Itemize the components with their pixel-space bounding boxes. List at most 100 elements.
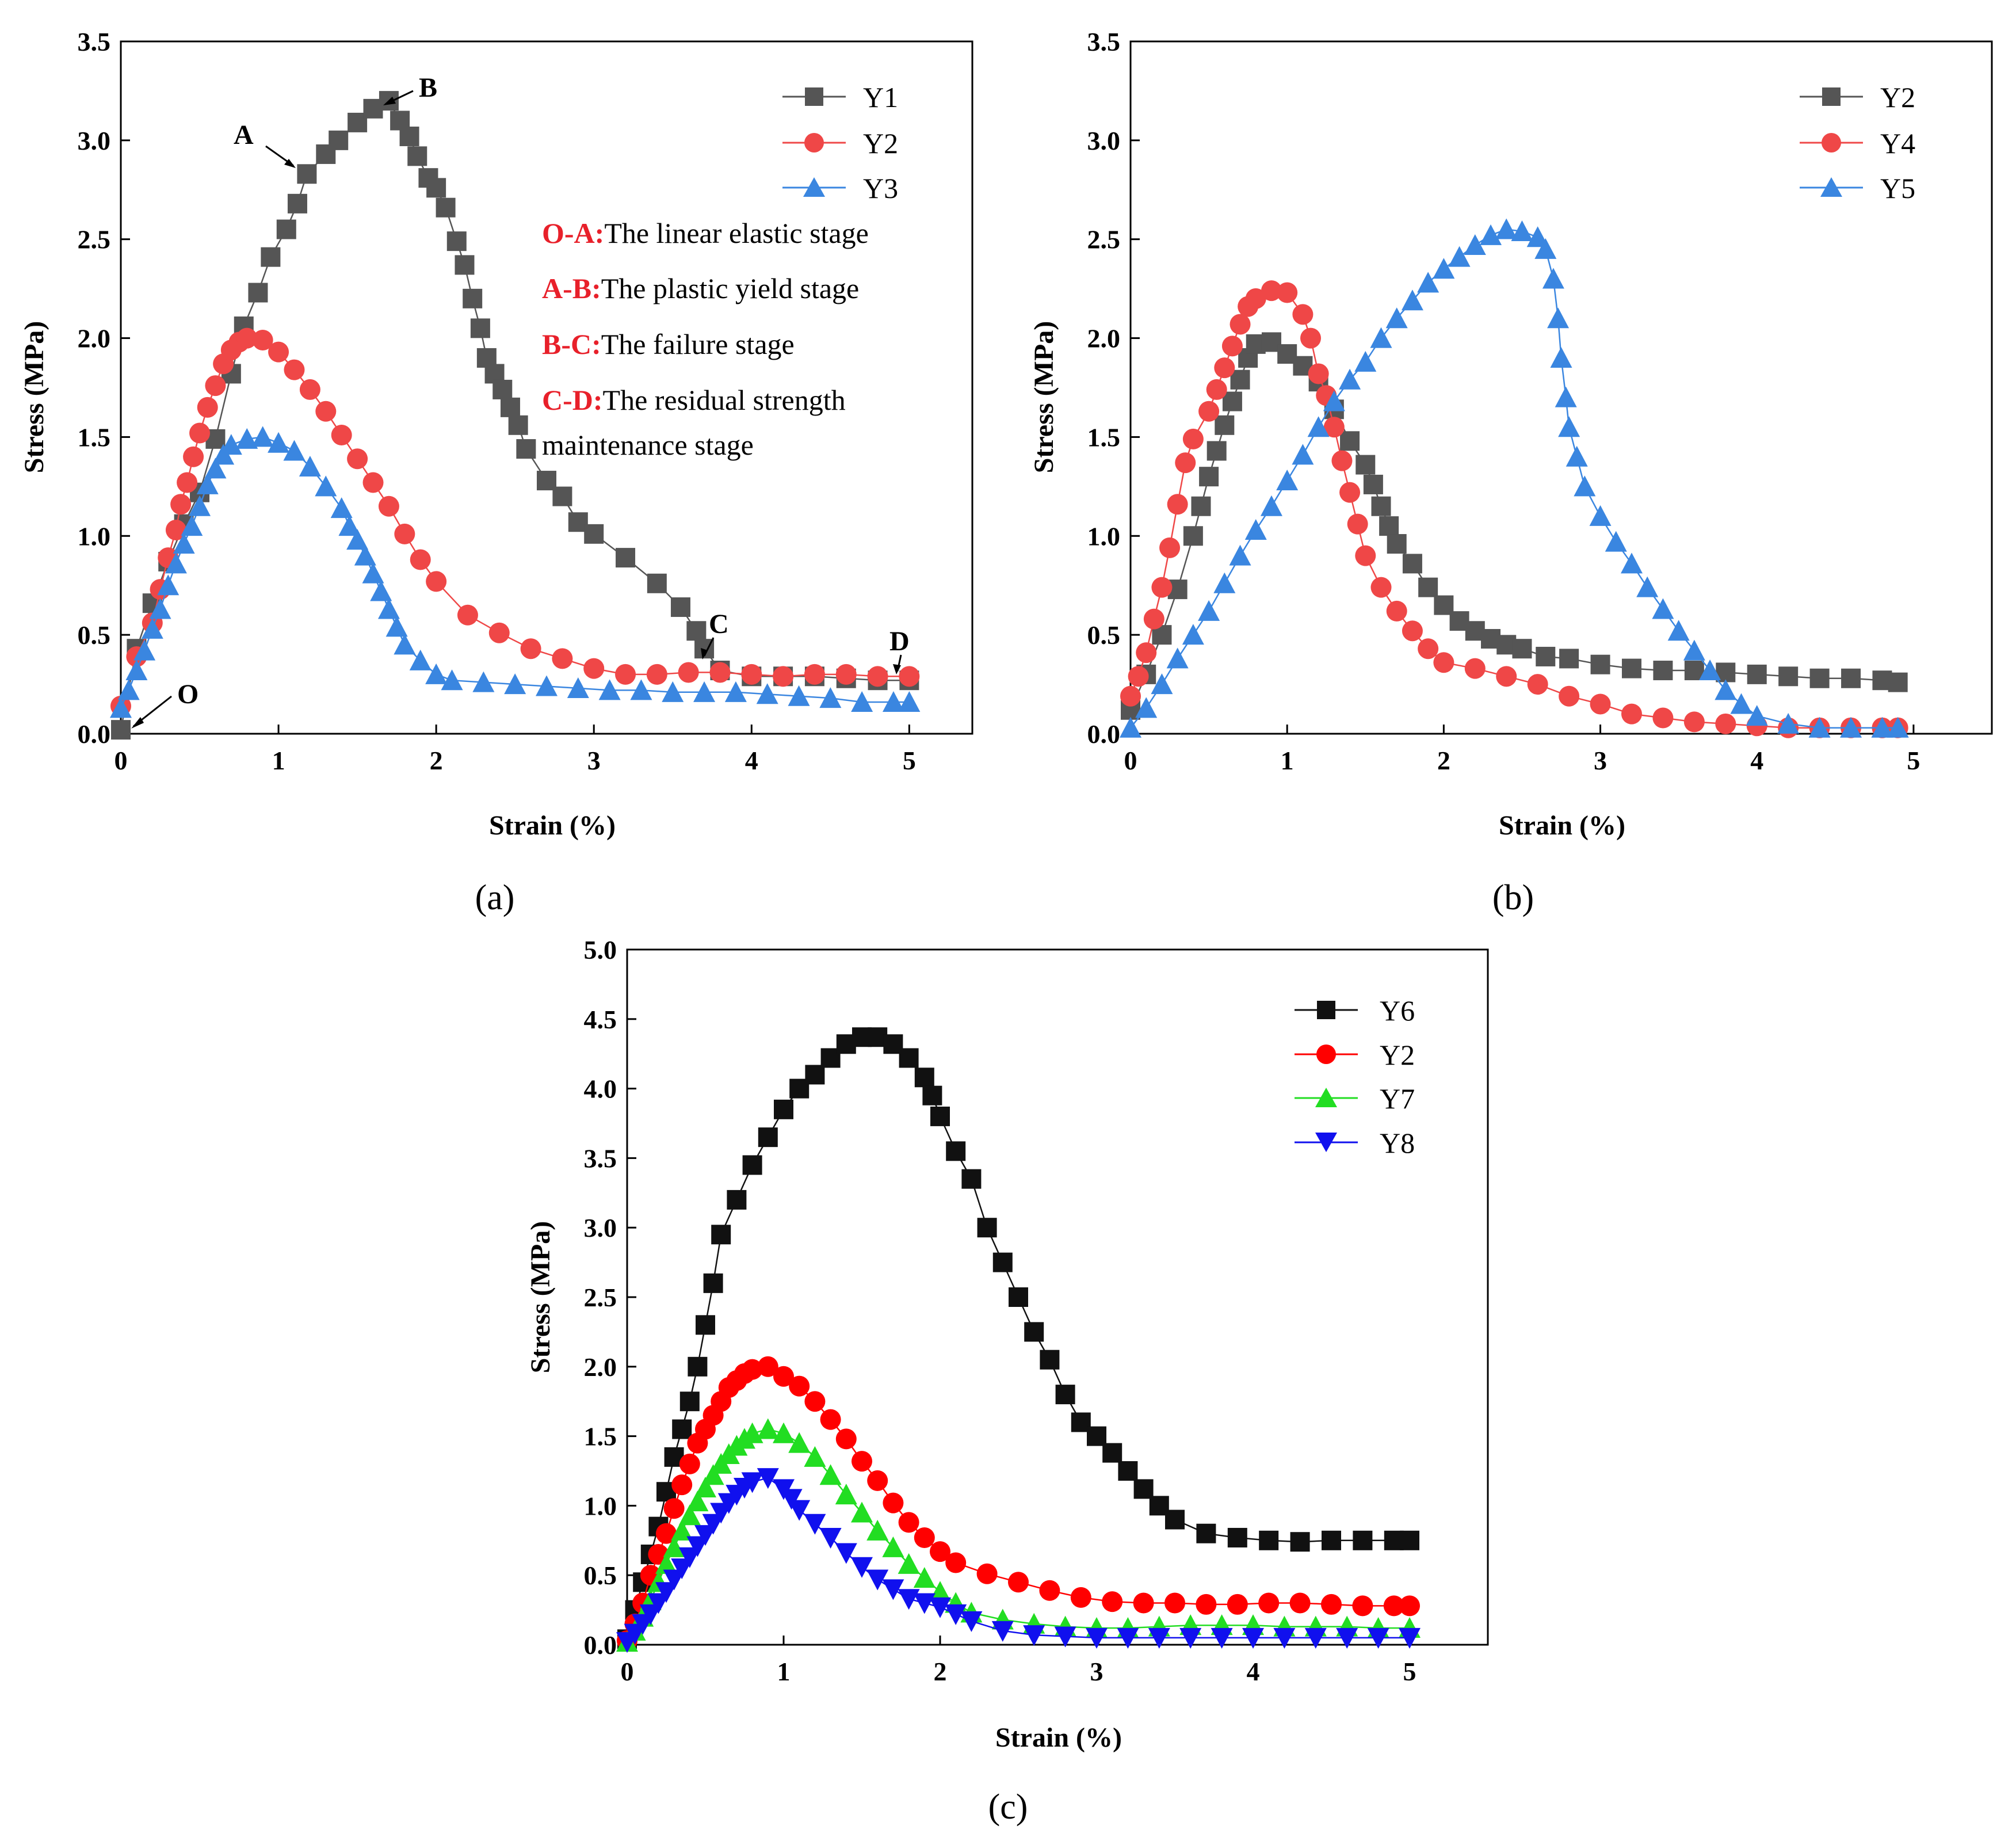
legend-item-b-y4: Y4 [1800, 127, 1915, 159]
data-point-a-y2-1-8 [183, 446, 204, 467]
stage-key-cd: C-D: [542, 384, 603, 416]
data-point-c-y2-1-30 [976, 1563, 998, 1584]
data-point-a-y2-1-11 [205, 375, 226, 397]
data-point-a-y3-2-10 [189, 495, 211, 516]
data-point-b-y4-1-37 [1621, 703, 1642, 725]
stage-key-oa: O-A: [542, 217, 604, 249]
chart-panel-c: 0 1 2 3 4 50.00.51.01.52.02.53.03.54.04.55.0 … [525, 935, 1489, 1827]
axis-ticks-c: 0 1 2 3 4 5 0.0 0.5 1.0 1.5 2.0 2.5 3.0 3.5 4.0 4.5 5.0 [584, 935, 1416, 1686]
data-point-a-y3-2-8 [173, 533, 195, 554]
y-tick-label-a-2: 1.0 [78, 521, 111, 551]
data-point-b-y4-1-9 [1198, 401, 1220, 422]
data-point-c-y8-3-34 [1054, 1626, 1076, 1648]
y-tick-label-a-0: 0.0 [78, 719, 111, 749]
legend-item-a-y2: Y2 [782, 127, 898, 159]
data-point-a-y1-0-32 [500, 397, 520, 417]
data-point-a-y1-0-25 [446, 231, 467, 251]
plot-frame-b [1129, 40, 1993, 735]
data-point-c-y6-0-25 [914, 1068, 934, 1088]
data-point-c-y2-1-19 [789, 1375, 810, 1397]
data-point-b-y2-0-41 [1809, 668, 1830, 688]
data-point-c-y6-0-48 [1353, 1530, 1373, 1550]
data-point-c-y6-0-43 [1196, 1523, 1216, 1543]
arrowhead-d [893, 664, 901, 674]
point-labels-a: O A B C D [131, 73, 910, 729]
data-point-c-y7-2-6 [663, 1536, 685, 1557]
data-point-a-y3-2-33 [472, 671, 495, 692]
data-point-b-y5-2-19 [1417, 272, 1440, 293]
y-tick-label-b-6: 3.0 [1087, 126, 1121, 155]
data-point-b-y4-1-35 [1559, 685, 1580, 707]
data-point-b-y5-2-2 [1151, 673, 1173, 695]
data-point-c-y6-0-26 [922, 1085, 942, 1106]
data-point-c-y7-2-17 [757, 1418, 779, 1439]
legend-label-a-y3: Y3 [863, 172, 898, 204]
x-tick-label-b-1: 1 [1281, 746, 1294, 775]
data-point-c-y6-0-34 [1040, 1350, 1060, 1370]
legend-marker-a-y2 [804, 133, 824, 153]
data-point-c-y6-0-28 [946, 1141, 966, 1161]
arrowhead-b [383, 97, 396, 105]
data-point-b-y5-2-50 [1887, 716, 1909, 738]
legend-c: Y6 Y2 Y7 Y8 [1295, 994, 1415, 1159]
data-point-c-y6-0-31 [992, 1252, 1013, 1272]
data-point-b-y5-2-49 [1871, 716, 1893, 738]
data-point-c-y8-3-17 [757, 1468, 779, 1489]
data-point-a-y3-2-37 [598, 679, 621, 700]
data-point-a-y1-0-41 [670, 597, 690, 617]
y-tick-label-b-0: 0.0 [1087, 719, 1121, 749]
y-tick-label-c-7: 3.5 [584, 1143, 617, 1173]
data-point-a-y3-2-24 [354, 544, 376, 566]
data-point-b-y2-0-44 [1888, 672, 1908, 692]
y-tick-label-a-5: 2.5 [78, 225, 111, 254]
data-point-a-y1-0-13 [297, 164, 317, 184]
arrowhead-c [701, 648, 708, 660]
data-point-c-y2-1-42 [1352, 1595, 1373, 1617]
data-point-c-y2-1-21 [820, 1409, 841, 1430]
data-point-b-y2-0-32 [1536, 646, 1556, 666]
stage-label-oa: O-A:The linear elastic stage [542, 217, 869, 249]
data-point-a-y1-0-10 [261, 247, 281, 267]
point-label-o: O [177, 679, 198, 710]
data-point-a-y3-2-22 [338, 515, 361, 536]
data-point-b-y4-1-39 [1683, 711, 1705, 733]
data-point-a-y1-0-31 [492, 379, 513, 399]
data-point-c-y2-1-24 [867, 1470, 888, 1491]
data-point-b-y5-2-39 [1652, 598, 1674, 619]
data-point-a-y3-2-4 [141, 617, 163, 639]
data-point-c-y7-2-8 [678, 1504, 701, 1526]
legend-item-c-y6: Y6 [1295, 994, 1415, 1027]
series-layer-b [1120, 218, 1909, 738]
data-point-b-y5-2-18 [1401, 289, 1423, 311]
data-point-b-y5-2-15 [1354, 350, 1377, 372]
data-point-a-y2-1-36 [709, 662, 731, 683]
data-point-b-y5-2-25 [1511, 220, 1533, 241]
data-point-a-y3-2-44 [819, 687, 842, 708]
data-point-c-y8-3-22 [819, 1527, 842, 1549]
data-point-c-y8-3-31 [960, 1611, 983, 1632]
data-point-c-y2-1-28 [930, 1541, 950, 1562]
data-point-a-y3-2-35 [536, 675, 558, 696]
data-point-c-y7-2-24 [866, 1519, 889, 1541]
data-point-c-y6-0-16 [774, 1099, 793, 1119]
data-point-c-y2-1-44 [1399, 1595, 1420, 1617]
legend-item-b-y5: Y5 [1800, 172, 1915, 204]
data-point-b-y4-1-16 [1261, 280, 1282, 302]
y-tick-label-b-3: 1.5 [1087, 422, 1121, 452]
data-point-b-y5-2-30 [1550, 346, 1572, 368]
data-point-a-y1-0-38 [584, 524, 604, 544]
data-point-a-y1-0-26 [455, 255, 475, 275]
legend-item-c-y8: Y8 [1295, 1127, 1415, 1159]
data-point-c-y6-0-35 [1055, 1385, 1075, 1405]
data-point-a-y2-1-18 [284, 359, 305, 380]
x-tick-label-b-0: 0 [1124, 746, 1137, 775]
x-tick-label-b-4: 4 [1750, 746, 1763, 775]
y-tick-label-b-5: 2.5 [1087, 225, 1121, 254]
data-point-c-y6-0-38 [1102, 1443, 1122, 1463]
x-tick-label-b-3: 3 [1594, 746, 1607, 775]
data-point-c-y8-3-3 [639, 1604, 662, 1625]
data-point-b-y4-1-0 [1120, 685, 1141, 707]
legend-label-c-y2: Y2 [1380, 1039, 1415, 1071]
data-point-b-y2-0-22 [1379, 516, 1399, 536]
